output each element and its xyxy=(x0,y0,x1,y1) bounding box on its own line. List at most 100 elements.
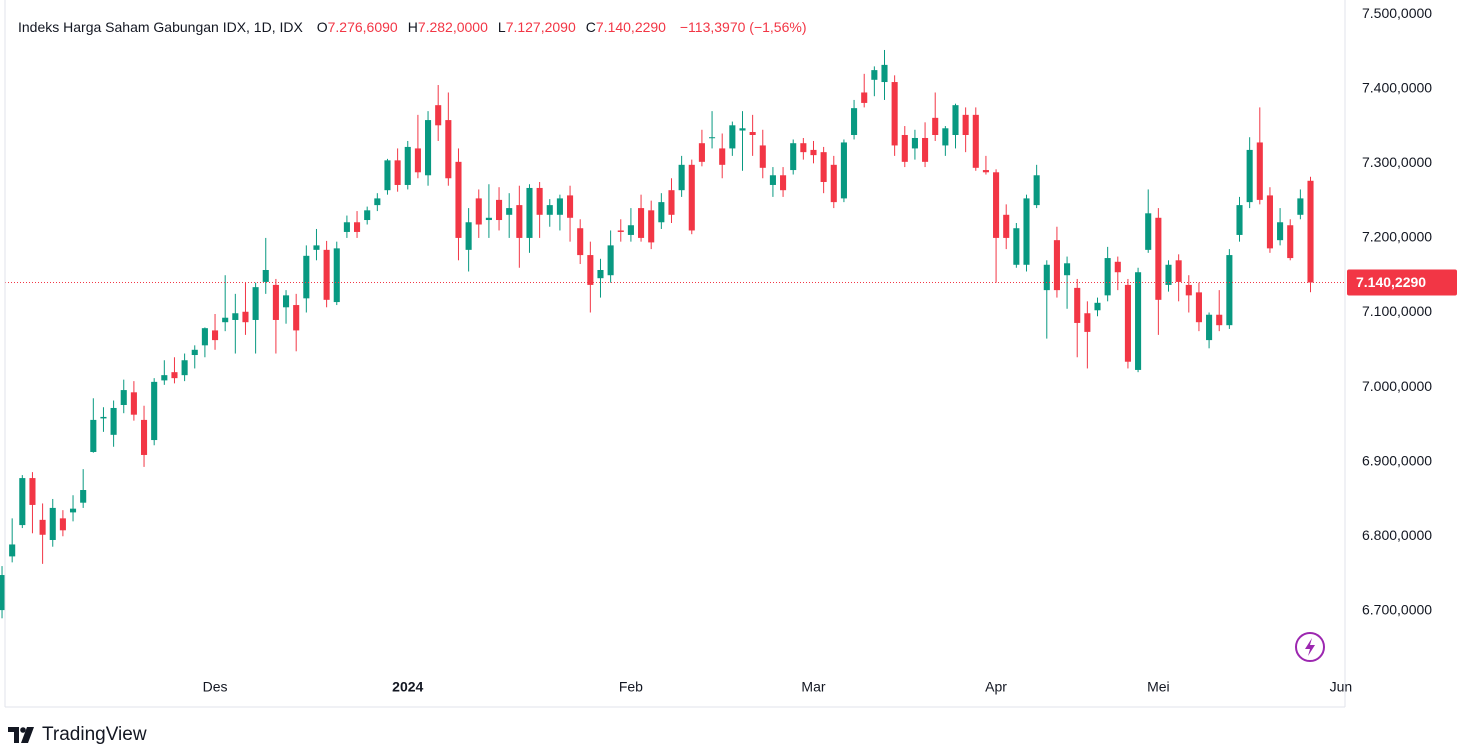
candle-body xyxy=(161,375,168,381)
candle-body xyxy=(323,249,330,300)
candle-body xyxy=(780,175,787,191)
candle-body xyxy=(343,222,350,232)
candle-body xyxy=(59,518,66,531)
candle-body xyxy=(1013,228,1020,265)
candle-body xyxy=(881,64,888,83)
candle-body xyxy=(911,137,918,149)
ohlc-value: 7.127,2090 xyxy=(505,19,576,35)
candle-body xyxy=(1094,302,1101,311)
candle-body xyxy=(485,217,492,221)
axes: 6.700,0000 6.800,0000 6.900,0000 7.000,0000… xyxy=(203,5,1457,695)
candle-body xyxy=(435,105,442,126)
candle-body xyxy=(211,330,219,341)
ohlc-key: L xyxy=(497,19,506,35)
candle-body xyxy=(1155,217,1162,300)
candle-body xyxy=(597,269,604,279)
ohlc-value: 7.140,2290 xyxy=(595,19,666,35)
candle-body xyxy=(729,125,736,149)
candle-body xyxy=(394,160,401,185)
change: −113,3970 (−1,56%) xyxy=(679,19,807,35)
ohlc-key: C xyxy=(585,19,596,35)
ohlc-values: O7.276,6090 H7.282,0000 L7.127,2090 C7.140,… xyxy=(307,19,666,35)
candle-body xyxy=(556,198,563,215)
candle-body xyxy=(9,544,16,557)
candle-body xyxy=(506,208,513,215)
y-tick-label: 7.000,0000 xyxy=(1362,378,1432,394)
candle-body xyxy=(1043,264,1050,291)
candle-body xyxy=(830,164,837,203)
candle-body xyxy=(932,117,939,135)
candle-body xyxy=(171,372,178,379)
ohlc-value: 7.276,6090 xyxy=(327,19,398,35)
candle-body xyxy=(658,202,665,223)
candle-body xyxy=(110,407,117,435)
candle-body xyxy=(465,222,472,250)
candle-body xyxy=(993,172,1000,238)
candle-body xyxy=(749,132,756,135)
candle-body xyxy=(901,134,908,162)
candle-body xyxy=(1084,313,1091,332)
candle-body xyxy=(982,170,989,173)
candle-body xyxy=(364,210,371,221)
candle-body xyxy=(313,245,320,250)
candle-body xyxy=(942,128,949,146)
x-tick-label: Feb xyxy=(619,679,643,695)
candle-body xyxy=(272,284,279,320)
x-tick-label: 2024 xyxy=(392,679,423,695)
y-tick-label: 7.100,0000 xyxy=(1362,303,1432,319)
candle-body xyxy=(39,519,46,535)
candle-body xyxy=(800,143,807,153)
brand: TradingView xyxy=(8,724,147,746)
candle-body xyxy=(1145,213,1152,250)
x-tick-label: Apr xyxy=(985,679,1007,695)
candle-body xyxy=(1053,240,1060,291)
candle-body xyxy=(1266,195,1273,249)
candle-body xyxy=(262,269,269,282)
candle-body xyxy=(496,199,503,221)
candle-body xyxy=(252,287,259,320)
candle-body xyxy=(1287,225,1294,259)
candle-body xyxy=(698,143,705,162)
candle-body xyxy=(201,328,208,346)
candle-body xyxy=(1175,260,1182,282)
candle-body xyxy=(820,152,827,182)
candle-body xyxy=(1256,142,1263,200)
ohlc-key: H xyxy=(407,19,418,35)
candle-body xyxy=(739,128,746,131)
candle-body xyxy=(648,210,655,243)
flash-icon[interactable] xyxy=(1295,632,1325,662)
candle-body xyxy=(1297,198,1304,215)
candle-body xyxy=(222,317,229,323)
candle-body xyxy=(1064,263,1071,276)
y-tick-label: 6.800,0000 xyxy=(1362,527,1432,543)
price-label: 7.140,2290 xyxy=(1356,274,1426,290)
x-tick-label: Mar xyxy=(801,679,825,695)
candle-body xyxy=(1124,284,1131,362)
candle-body xyxy=(891,82,898,146)
candle-body xyxy=(425,120,432,176)
candle-body xyxy=(1033,175,1040,206)
candle-body xyxy=(516,205,523,238)
candle-body xyxy=(678,164,685,191)
candle-body xyxy=(455,161,462,238)
candle-body xyxy=(1135,272,1142,370)
candle-body xyxy=(1114,261,1121,273)
candle-body xyxy=(242,311,249,323)
candles xyxy=(0,49,1345,619)
candle-body xyxy=(80,490,87,503)
y-tick-label: 6.700,0000 xyxy=(1362,602,1432,618)
candle-body xyxy=(871,70,878,80)
candle-body xyxy=(851,108,858,135)
candle-body xyxy=(384,160,391,191)
candle-body xyxy=(952,105,959,135)
candle-body xyxy=(293,305,300,331)
brand-logo xyxy=(8,727,34,743)
candle-body xyxy=(69,508,77,513)
y-tick-label: 6.900,0000 xyxy=(1362,452,1432,468)
candle-body xyxy=(100,416,107,419)
price-label-box xyxy=(1347,269,1457,296)
candle-body xyxy=(475,198,482,225)
candle-body xyxy=(49,507,56,540)
candle-body xyxy=(140,419,148,455)
